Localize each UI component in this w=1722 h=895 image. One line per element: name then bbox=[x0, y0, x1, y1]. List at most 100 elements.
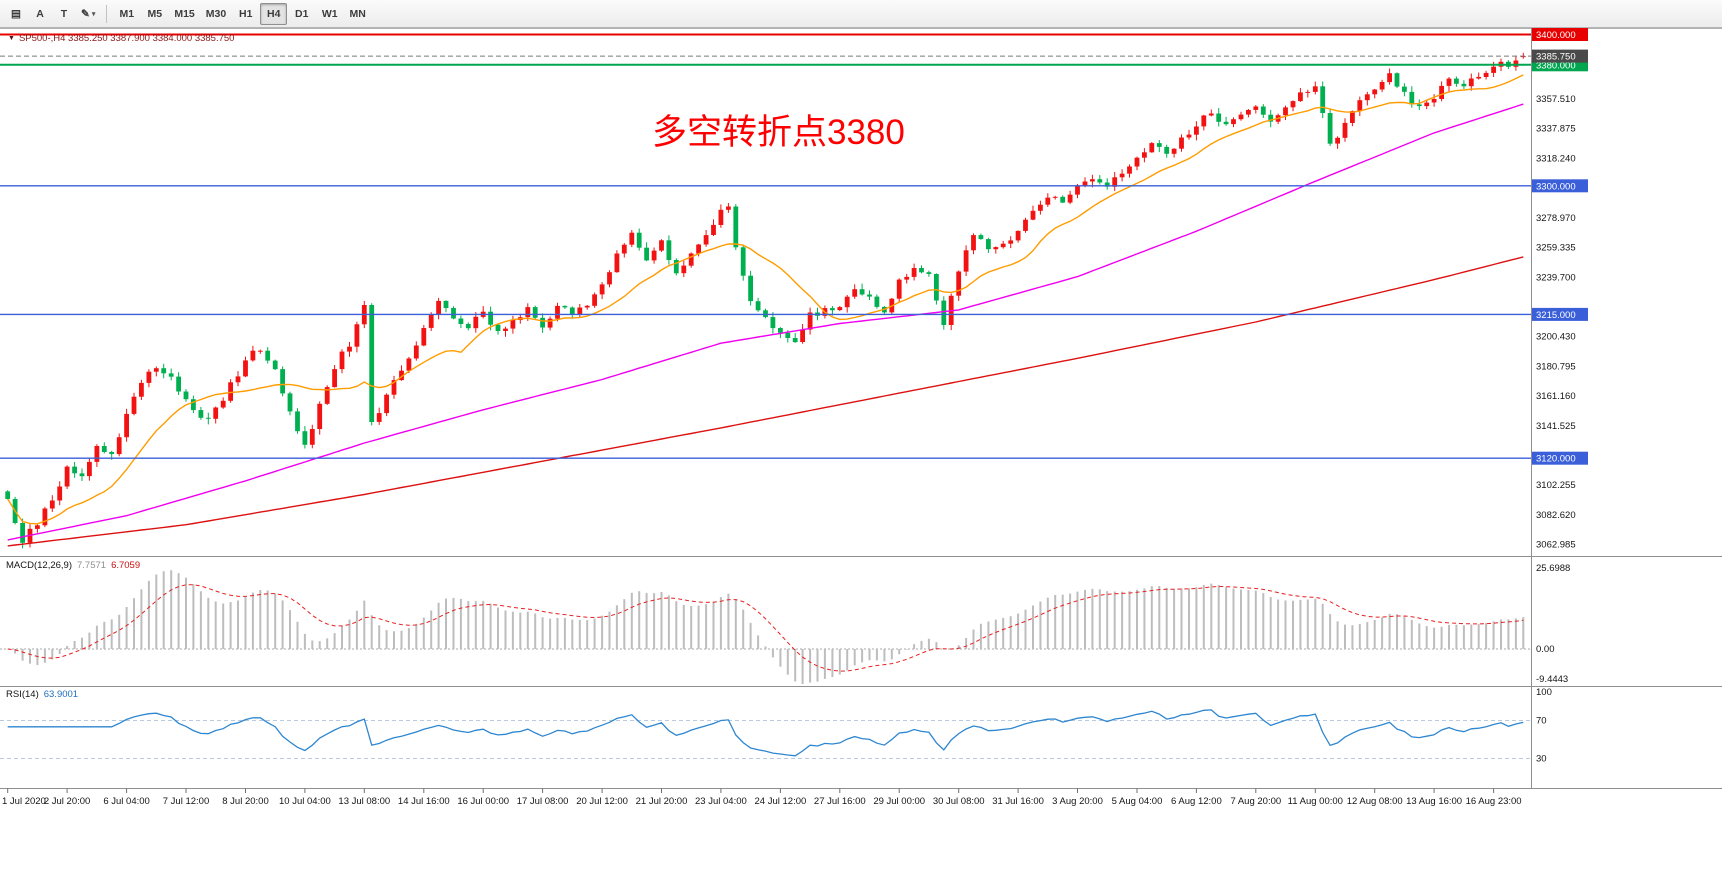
price-tick-label: 3239.700 bbox=[1536, 272, 1576, 283]
draw-tools-icon: ✎ bbox=[81, 7, 90, 20]
price-tick-label: 3161.160 bbox=[1536, 391, 1576, 402]
time-label: 23 Jul 04:00 bbox=[695, 796, 747, 807]
text-annotation-button[interactable]: A bbox=[28, 3, 52, 25]
time-label: 1 Jul 2020 bbox=[2, 796, 46, 807]
candlestick-series[interactable] bbox=[5, 52, 1526, 549]
time-label: 8 Jul 20:00 bbox=[222, 796, 268, 807]
timeframe-m1-button[interactable]: M1 bbox=[113, 3, 140, 25]
price-tick-label: 3318.240 bbox=[1536, 153, 1576, 164]
macd-indicator-label: MACD(12,26,9) 7.7571 6.7059 bbox=[6, 560, 140, 571]
price-tick-label: 3141.525 bbox=[1536, 421, 1576, 432]
time-label: 30 Jul 08:00 bbox=[933, 796, 985, 807]
price-level-box-label: 3120.000 bbox=[1536, 454, 1576, 465]
timeframe-w1-button[interactable]: W1 bbox=[316, 3, 343, 25]
price-tick-label: 3200.430 bbox=[1536, 332, 1576, 343]
time-label: 13 Jul 08:00 bbox=[338, 796, 390, 807]
symbol-ohlc-info: ▼ SP500-,H4 3385.250 3387.900 3384.000 3… bbox=[8, 33, 234, 44]
chart-window-button[interactable]: ▤ bbox=[4, 3, 28, 25]
timeframe-m5-button[interactable]: M5 bbox=[141, 3, 168, 25]
time-label: 11 Aug 00:00 bbox=[1288, 796, 1343, 807]
timeframe-mn-button[interactable]: MN bbox=[344, 3, 371, 25]
rsi-line bbox=[7, 709, 1524, 757]
time-label: 21 Jul 20:00 bbox=[636, 796, 688, 807]
price-tick-label: 3337.875 bbox=[1536, 124, 1576, 135]
macd-signal-line bbox=[7, 584, 1524, 672]
time-label: 16 Jul 00:00 bbox=[457, 796, 509, 807]
rsi-scale-label: 70 bbox=[1536, 716, 1547, 727]
text-annotation-icon: A bbox=[36, 7, 44, 20]
price-level-box bbox=[1532, 28, 1588, 41]
macd-signal-value: 6.7059 bbox=[111, 560, 141, 571]
macd-histogram bbox=[14, 570, 1525, 685]
ma-slow-line bbox=[7, 256, 1524, 547]
time-label: 12 Aug 08:00 bbox=[1347, 796, 1403, 807]
chart-canvas[interactable]: 3357.510 3337.875 3318.240 3278.970 3259.335… bbox=[0, 28, 1722, 895]
rsi-scale-label: 100 bbox=[1536, 687, 1552, 698]
ma-fast-line bbox=[7, 74, 1524, 525]
price-level-box bbox=[1532, 451, 1588, 465]
time-label: 31 Jul 16:00 bbox=[992, 796, 1044, 807]
price-axis[interactable]: 3357.510 3337.875 3318.240 3278.970 3259.335… bbox=[1532, 28, 1588, 765]
horizontal-level-lines bbox=[0, 33, 1531, 459]
draw-tools-button[interactable]: ✎ ▾ bbox=[76, 3, 100, 25]
chart-annotation-text[interactable]: 多空转折点3380 bbox=[652, 113, 905, 152]
time-label: 16 Aug 23:00 bbox=[1466, 796, 1522, 807]
time-label: 3 Aug 20:00 bbox=[1052, 796, 1103, 807]
time-label: 24 Jul 12:00 bbox=[755, 796, 807, 807]
price-tick-label: 3259.335 bbox=[1536, 243, 1576, 254]
macd-scale-label: 0.00 bbox=[1536, 644, 1555, 655]
chart-area: 3357.510 3337.875 3318.240 3278.970 3259.335… bbox=[0, 28, 1722, 895]
text-tool-button[interactable]: T bbox=[52, 3, 76, 25]
price-tick-label: 3357.510 bbox=[1536, 94, 1576, 105]
time-label: 7 Aug 20:00 bbox=[1230, 796, 1281, 807]
time-label: 7 Jul 12:00 bbox=[163, 796, 209, 807]
time-label: 2 Jul 20:00 bbox=[44, 796, 90, 807]
time-label: 29 Jul 00:00 bbox=[873, 796, 925, 807]
macd-main-value: 7.7571 bbox=[77, 560, 107, 571]
time-label: 14 Jul 16:00 bbox=[398, 796, 450, 807]
symbol-ohlc-text: SP500-,H4 3385.250 3387.900 3384.000 338… bbox=[18, 33, 235, 44]
text-tool-icon: T bbox=[60, 7, 68, 20]
price-tick-label: 3062.985 bbox=[1536, 540, 1576, 551]
symbol-marker-icon: ▼ bbox=[8, 35, 15, 42]
macd-name: MACD(12,26,9) bbox=[6, 560, 72, 571]
time-label: 13 Aug 16:00 bbox=[1406, 796, 1462, 807]
price-level-box-label: 3215.000 bbox=[1536, 310, 1576, 321]
timeframe-m15-button[interactable]: M15 bbox=[169, 3, 199, 25]
timeframe-m30-button[interactable]: M30 bbox=[201, 3, 231, 25]
tool-buttons-group: ▤ A T ✎ ▾ bbox=[4, 3, 100, 25]
toolbar-separator bbox=[106, 4, 108, 23]
price-tick-label: 3180.795 bbox=[1536, 361, 1576, 372]
time-label: 5 Aug 04:00 bbox=[1112, 796, 1163, 807]
price-level-box bbox=[1532, 179, 1588, 193]
price-level-box-label: 3385.750 bbox=[1536, 52, 1576, 63]
time-label: 20 Jul 12:00 bbox=[576, 796, 628, 807]
rsi-scale-label: 30 bbox=[1536, 754, 1547, 765]
time-label: 6 Jul 04:00 bbox=[103, 796, 149, 807]
price-tick-label: 3102.255 bbox=[1536, 480, 1576, 491]
rsi-indicator-label: RSI(14) 63.9001 bbox=[6, 689, 78, 700]
timeframe-d1-button[interactable]: D1 bbox=[288, 3, 315, 25]
time-label: 10 Jul 04:00 bbox=[279, 796, 331, 807]
price-level-box-label: 3380.000 bbox=[1536, 60, 1576, 71]
time-label: 27 Jul 16:00 bbox=[814, 796, 866, 807]
rsi-value: 63.9001 bbox=[43, 689, 79, 700]
price-tick-label: 3082.620 bbox=[1536, 510, 1576, 521]
timeframe-h1-button[interactable]: H1 bbox=[232, 3, 259, 25]
timeframe-buttons-group: M1 M5 M15 M30 H1 H4 D1 W1 MN bbox=[113, 2, 371, 25]
time-label: 6 Aug 12:00 bbox=[1171, 796, 1222, 807]
macd-scale-label: 25.6988 bbox=[1536, 563, 1570, 574]
price-level-box-label: 3400.000 bbox=[1536, 30, 1576, 41]
toolbar: ▤ A T ✎ ▾ M1 M5 M15 M30 H1 H4 D1 W1 MN bbox=[0, 0, 1722, 28]
price-level-box-label: 3300.000 bbox=[1536, 181, 1576, 192]
time-label: 17 Jul 08:00 bbox=[517, 796, 569, 807]
price-tick-label: 3278.970 bbox=[1536, 213, 1576, 224]
chevron-down-icon: ▾ bbox=[91, 10, 96, 18]
timeframe-h4-button[interactable]: H4 bbox=[260, 2, 288, 25]
price-level-box bbox=[1532, 49, 1588, 63]
macd-scale-label: -9.4443 bbox=[1536, 674, 1568, 685]
chart-window-icon: ▤ bbox=[11, 7, 21, 20]
rsi-name: RSI(14) bbox=[6, 689, 39, 700]
price-level-box bbox=[1532, 307, 1588, 321]
